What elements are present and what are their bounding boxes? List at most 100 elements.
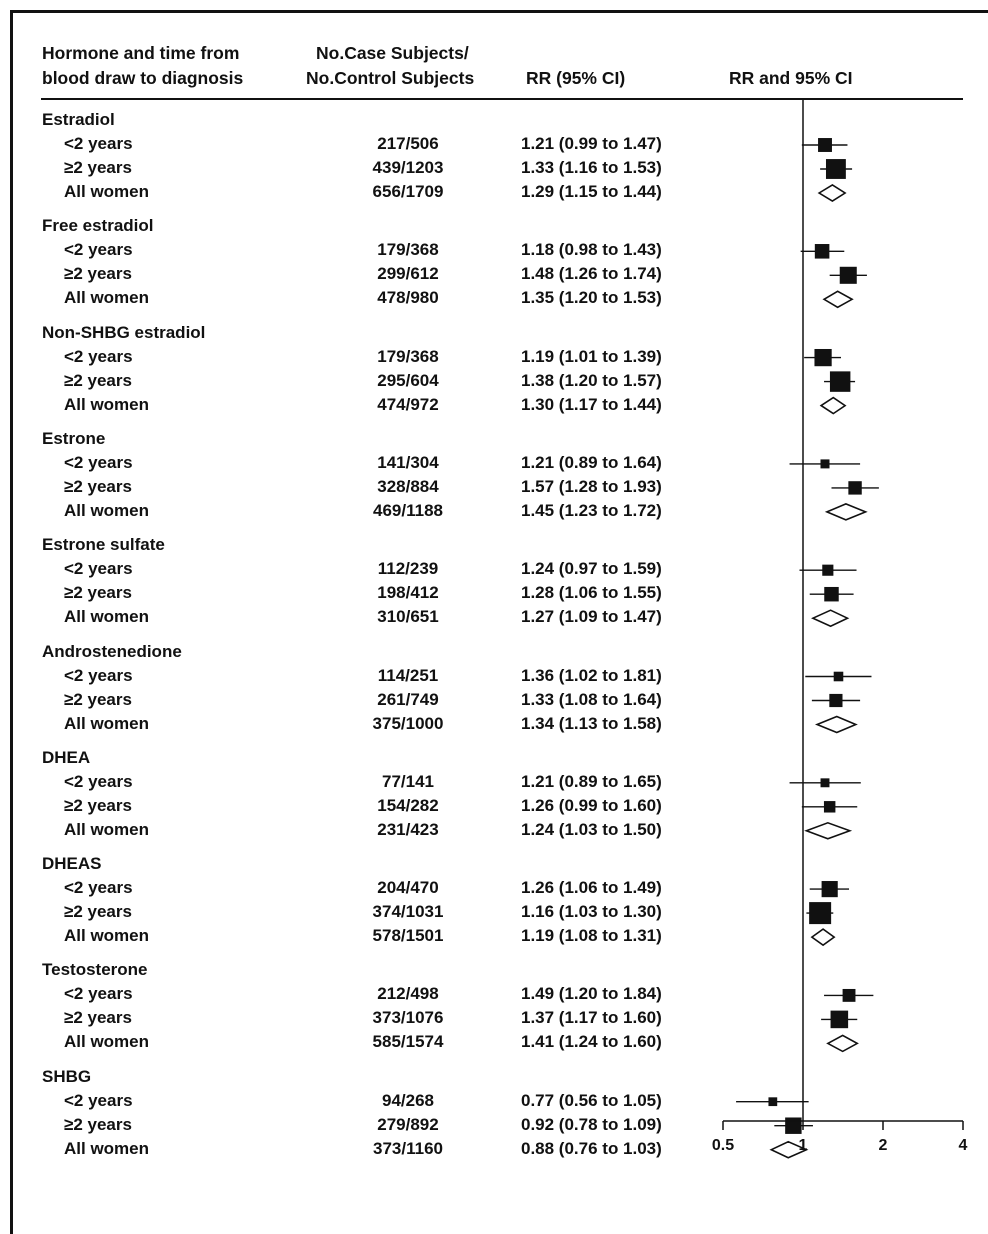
row-case-control: 578/1501 [372, 926, 444, 946]
row-rr-ci: 0.77 (0.56 to 1.05) [521, 1090, 662, 1110]
row-label: ≥2 years [64, 264, 132, 284]
estimate-square [821, 881, 838, 898]
pooled-estimate-diamond [769, 1140, 809, 1159]
row-label: All women [64, 500, 150, 520]
row-rr-ci: 1.57 (1.28 to 1.93) [521, 476, 662, 496]
group-title: Estradiol [42, 110, 115, 129]
row-rr-ci: 1.19 (1.08 to 1.31) [521, 926, 662, 946]
row-rr-ci: 1.49 (1.20 to 1.84) [521, 984, 662, 1004]
row-label: <2 years [64, 134, 133, 153]
estimate-square [824, 586, 839, 602]
header-hormone-line2: blood draw to diagnosis [42, 68, 244, 88]
row-case-control: 179/368 [377, 240, 439, 260]
x-tick-label: 1 [799, 1137, 808, 1154]
row-rr-ci: 1.33 (1.16 to 1.53) [521, 158, 662, 177]
estimate-square [829, 693, 843, 708]
row-case-control: 198/412 [377, 583, 439, 603]
row-rr-ci: 1.28 (1.06 to 1.55) [521, 583, 662, 603]
row-rr-ci: 1.18 (0.98 to 1.43) [521, 240, 662, 260]
pooled-estimate-diamond [822, 290, 854, 309]
estimate-square [848, 481, 862, 495]
row-case-control: 114/251 [377, 665, 439, 685]
pooled-estimate-diamond [814, 715, 858, 734]
row-case-control: 112/239 [377, 559, 439, 579]
estimate-square [822, 564, 834, 576]
row-label: <2 years [64, 559, 133, 579]
row-case-control: 439/1203 [372, 158, 444, 177]
header-rr-plot: RR and 95% CI [729, 68, 853, 88]
row-label: <2 years [64, 984, 133, 1004]
x-tick-label: 4 [959, 1137, 968, 1154]
estimate-square [829, 371, 851, 392]
row-label: <2 years [64, 665, 133, 685]
row-rr-ci: 1.21 (0.89 to 1.65) [521, 771, 662, 791]
row-label: All women [64, 1138, 150, 1158]
row-rr-ci: 1.33 (1.08 to 1.64) [521, 689, 662, 709]
row-case-control: 328/884 [377, 476, 439, 496]
header-rr-ci: RR (95% CI) [526, 68, 626, 88]
estimate-square [823, 801, 836, 813]
row-rr-ci: 1.19 (1.01 to 1.39) [521, 346, 662, 366]
row-case-control: 469/1188 [373, 500, 443, 520]
row-case-control: 141/304 [377, 452, 439, 472]
row-label: ≥2 years [64, 370, 132, 390]
frame-left-border [10, 10, 13, 1234]
row-label: All women [64, 926, 150, 946]
row-rr-ci: 1.26 (0.99 to 1.60) [521, 795, 662, 815]
group-title: DHEA [42, 747, 91, 767]
row-rr-ci: 1.36 (1.02 to 1.81) [521, 665, 662, 685]
header-subjects-line2: No.Control Subjects [306, 68, 475, 88]
row-rr-ci: 1.29 (1.15 to 1.44) [521, 182, 662, 201]
row-rr-ci: 0.92 (0.78 to 1.09) [521, 1114, 662, 1134]
row-case-control: 212/498 [377, 984, 439, 1004]
row-case-control: 94/268 [382, 1090, 434, 1110]
row-rr-ci: 1.27 (1.09 to 1.47) [521, 607, 662, 627]
estimate-square [785, 1117, 802, 1134]
row-label: ≥2 years [64, 583, 132, 603]
row-label: <2 years [64, 346, 133, 366]
header-hormone-line1: Hormone and time from [42, 43, 240, 63]
row-label: All women [64, 394, 150, 414]
group-title: Non-SHBG estradiol [42, 322, 206, 342]
row-label: All women [64, 288, 150, 308]
group-title: Free estradiol [42, 216, 154, 236]
row-case-control: 374/1031 [372, 902, 444, 922]
row-case-control: 231/423 [377, 819, 439, 839]
group-title: Androstenedione [42, 641, 182, 661]
group-title: SHBG [42, 1066, 92, 1086]
x-tick-label: 0.5 [712, 1137, 734, 1154]
row-label: <2 years [64, 1090, 133, 1110]
row-label: All women [64, 182, 150, 201]
header-subjects-line1: No.Case Subjects/ [316, 43, 469, 63]
row-label: <2 years [64, 452, 133, 472]
row-case-control: 478/980 [377, 288, 439, 308]
row-rr-ci: 1.38 (1.20 to 1.57) [521, 370, 662, 390]
row-case-control: 217/506 [377, 134, 439, 153]
pooled-estimate-diamond [817, 184, 847, 202]
group-title: Estrone sulfate [42, 535, 165, 555]
estimate-square [833, 671, 844, 682]
pooled-estimate-diamond [819, 396, 847, 415]
estimate-square [809, 902, 832, 925]
row-rr-ci: 1.21 (0.89 to 1.64) [521, 452, 662, 472]
row-rr-ci: 1.24 (1.03 to 1.50) [521, 819, 662, 839]
row-label: <2 years [64, 771, 133, 791]
row-label: All women [64, 607, 150, 627]
row-case-control: 585/1574 [372, 1032, 444, 1052]
row-label: ≥2 years [64, 476, 132, 496]
estimate-square [820, 778, 830, 788]
frame-top-border [10, 10, 988, 13]
pooled-estimate-diamond [804, 821, 853, 840]
header-divider [41, 98, 963, 100]
pooled-estimate-diamond [811, 609, 850, 628]
row-rr-ci: 1.26 (1.06 to 1.49) [521, 878, 662, 898]
pooled-estimate-diamond [824, 503, 868, 521]
row-label: All women [64, 819, 150, 839]
row-rr-ci: 1.30 (1.17 to 1.44) [521, 394, 662, 414]
row-label: <2 years [64, 240, 133, 260]
estimate-square [825, 159, 846, 179]
estimate-square [814, 244, 830, 259]
estimate-square [830, 1010, 849, 1029]
